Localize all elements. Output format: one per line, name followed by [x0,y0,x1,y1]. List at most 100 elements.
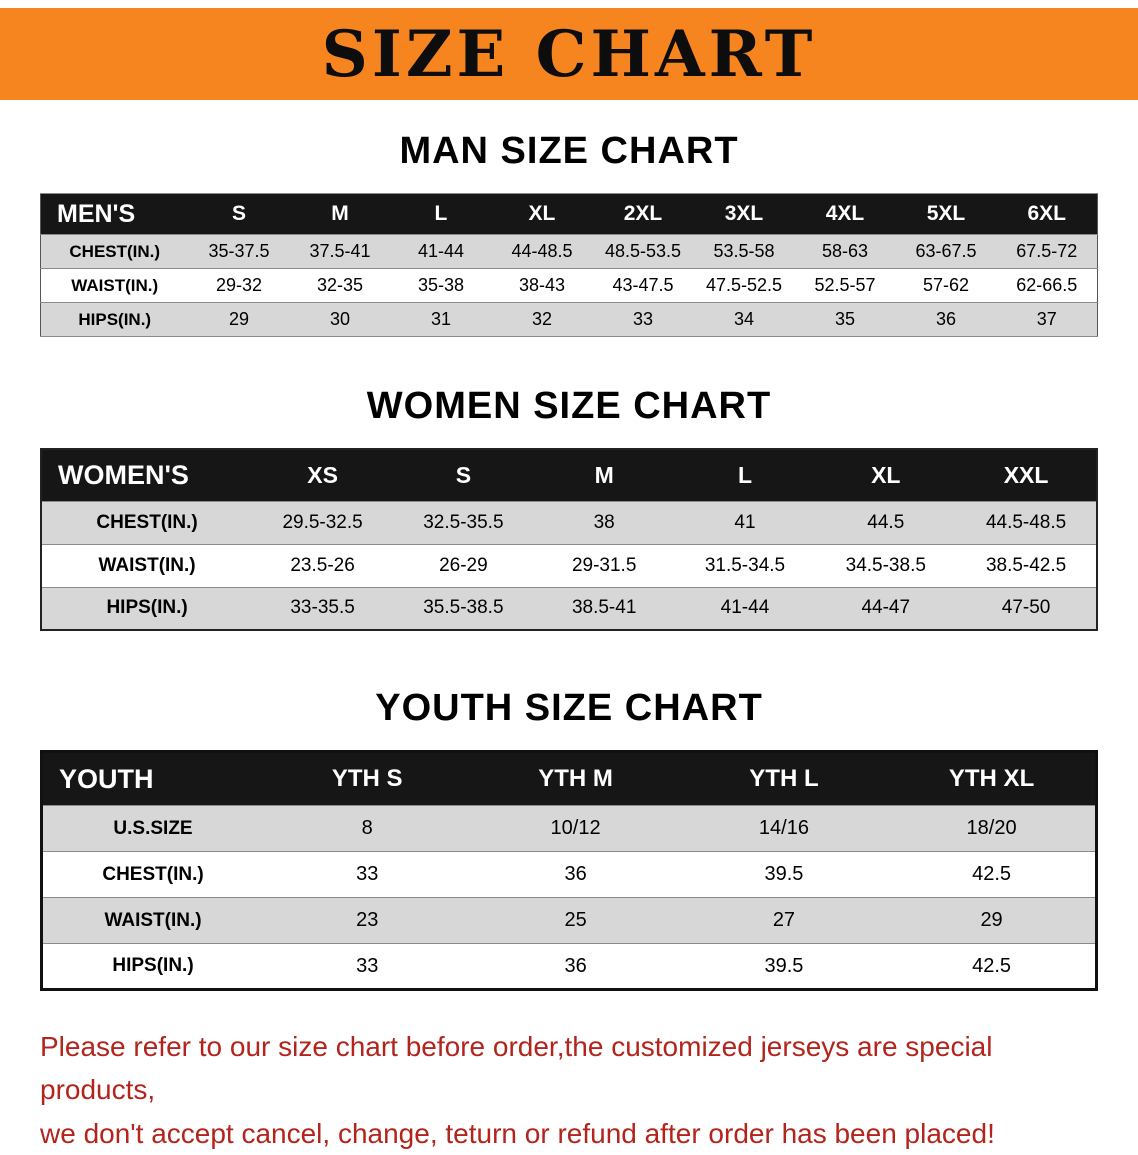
size-header-cell: YTH S [263,751,472,806]
men-size-table: MEN'S S M L XL 2XL 3XL 4XL 5XL 6XL CHEST(IN.) 35-37… [40,193,1098,337]
value-cell: 32 [491,302,593,337]
page-title: SIZE CHART [321,16,817,92]
value-cell: 23 [263,897,472,944]
value-cell: 44-48.5 [491,234,593,269]
size-header-cell: 2XL [592,193,694,235]
value-cell: 29 [188,302,290,337]
value-cell: 41-44 [674,586,816,631]
table-row: HIPS(IN.) 33-35.5 35.5-38.5 38.5-41 41-44 44-… [41,586,1097,631]
row-label-cell: WAIST(IN.) [41,897,264,944]
value-cell: 36 [471,851,680,898]
value-cell: 37.5-41 [289,234,391,269]
value-cell: 25 [471,897,680,944]
value-cell: 36 [895,302,997,337]
value-cell: 29-32 [188,268,290,303]
value-cell: 44.5 [815,500,957,545]
value-cell: 41-44 [390,234,492,269]
value-cell: 47.5-52.5 [693,268,795,303]
table-row: CHEST(IN.) 35-37.5 37.5-41 41-44 44-48.5 48.5… [40,234,1098,269]
value-cell: 31 [390,302,492,337]
value-cell: 35 [794,302,896,337]
table-title-cell: WOMEN'S [41,448,253,502]
value-cell: 38-43 [491,268,593,303]
size-header-cell: L [390,193,492,235]
size-header-cell: 4XL [794,193,896,235]
size-header-cell: YTH XL [888,751,1097,806]
disclaimer-line-2: we don't accept cancel, change, teturn o… [40,1117,995,1149]
table-row: U.S.SIZE 8 10/12 14/16 18/20 [41,805,1097,852]
value-cell: 35-37.5 [188,234,290,269]
value-cell: 14/16 [679,805,889,852]
women-section-heading: WOMEN SIZE CHART [366,385,772,427]
table-title-cell: MEN'S [40,193,189,235]
value-cell: 53.5-58 [693,234,795,269]
value-cell: 62-66.5 [996,268,1098,303]
row-label-cell: WAIST(IN.) [41,543,253,588]
value-cell: 38.5-41 [533,586,675,631]
value-cell: 34 [693,302,795,337]
value-cell: 39.5 [679,851,889,898]
size-header-cell: 5XL [895,193,997,235]
value-cell: 18/20 [888,805,1097,852]
men-section: MAN SIZE CHART MEN'S S M L XL 2XL 3XL 4XL 5XL 6XL… [0,130,1138,337]
youth-size-table: YOUTH YTH S YTH M YTH L YTH XL U.S.SIZE 8 10/12… [40,750,1098,991]
value-cell: 41 [674,500,816,545]
row-label-cell: CHEST(IN.) [40,234,189,269]
value-cell: 37 [996,302,1098,337]
value-cell: 42.5 [888,851,1097,898]
table-row: WAIST(IN.) 23 25 27 29 [41,897,1097,944]
size-header-cell: S [392,448,534,502]
value-cell: 42.5 [888,943,1097,990]
row-label-cell: CHEST(IN.) [41,500,253,545]
header-row: MEN'S S M L XL 2XL 3XL 4XL 5XL 6XL [40,193,1098,235]
table-row: WAIST(IN.) 29-32 32-35 35-38 38-43 43-47.5 47.… [40,268,1098,303]
header-row: YOUTH YTH S YTH M YTH L YTH XL [41,751,1097,806]
value-cell: 29.5-32.5 [252,500,393,545]
size-header-cell: XS [252,448,393,502]
table-row: HIPS(IN.) 29 30 31 32 33 34 35 36 37 [40,302,1098,337]
table-row: HIPS(IN.) 33 36 39.5 42.5 [41,943,1097,990]
value-cell: 48.5-53.5 [592,234,694,269]
value-cell: 32-35 [289,268,391,303]
value-cell: 29 [888,897,1097,944]
youth-section-heading: YOUTH SIZE CHART [375,687,763,729]
women-section: WOMEN SIZE CHART WOMEN'S XS S M L XL XXL CHEST(… [0,385,1138,631]
value-cell: 36 [471,943,680,990]
value-cell: 26-29 [392,543,534,588]
row-label-cell: CHEST(IN.) [41,851,264,898]
size-header-cell: 6XL [996,193,1098,235]
value-cell: 31.5-34.5 [674,543,816,588]
value-cell: 47-50 [956,586,1097,631]
size-header-cell: YTH L [679,751,889,806]
value-cell: 33 [263,851,472,898]
size-header-cell: XXL [956,448,1097,502]
size-header-cell: YTH M [471,751,680,806]
value-cell: 44-47 [815,586,957,631]
value-cell: 38 [533,500,675,545]
value-cell: 35.5-38.5 [392,586,534,631]
value-cell: 43-47.5 [592,268,694,303]
banner: SIZE CHART [0,8,1138,100]
men-section-heading: MAN SIZE CHART [399,130,739,172]
row-label-cell: HIPS(IN.) [40,302,189,337]
value-cell: 44.5-48.5 [956,500,1097,545]
value-cell: 23.5-26 [252,543,393,588]
header-row: WOMEN'S XS S M L XL XXL [41,448,1097,502]
youth-section: YOUTH SIZE CHART YOUTH YTH S YTH M YTH L YTH… [0,687,1138,991]
value-cell: 58-63 [794,234,896,269]
row-label-cell: WAIST(IN.) [40,268,189,303]
value-cell: 63-67.5 [895,234,997,269]
size-header-cell: XL [491,193,593,235]
row-label-cell: U.S.SIZE [41,805,264,852]
value-cell: 30 [289,302,391,337]
value-cell: 33 [592,302,694,337]
value-cell: 32.5-35.5 [392,500,534,545]
value-cell: 8 [263,805,472,852]
table-row: CHEST(IN.) 29.5-32.5 32.5-35.5 38 41 44.5 44.5… [41,500,1097,545]
value-cell: 10/12 [471,805,680,852]
table-row: CHEST(IN.) 33 36 39.5 42.5 [41,851,1097,898]
value-cell: 33-35.5 [252,586,393,631]
value-cell: 67.5-72 [996,234,1098,269]
value-cell: 27 [679,897,889,944]
